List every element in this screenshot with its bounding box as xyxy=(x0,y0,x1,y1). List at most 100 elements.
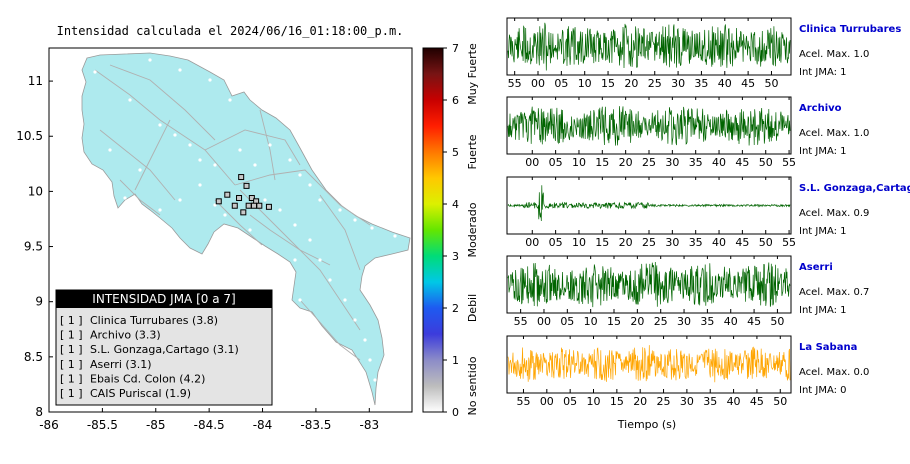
intensity-colorbar: 0 1 2 3 4 5 6 7 No sentido Debil Moderado Fuerte Mu… xyxy=(422,42,479,419)
station-marker xyxy=(245,202,252,209)
station-markers xyxy=(215,174,272,216)
minor-station-dot xyxy=(238,148,242,152)
waveform-tick-label: 15 xyxy=(601,77,615,90)
legend-entry-label: Ebais Cd. Colon (4.2) xyxy=(90,372,205,385)
waveform-tick-label: 40 xyxy=(712,156,726,169)
road xyxy=(134,119,171,191)
station-marker xyxy=(248,195,255,202)
colorbar-tick-label: 7 xyxy=(452,42,459,55)
road xyxy=(299,299,361,361)
station-marker xyxy=(256,202,263,209)
waveform-tick-label: 45 xyxy=(735,156,749,169)
jma-intensity: Int JMA: 0 xyxy=(799,385,847,396)
waveform-trace xyxy=(507,261,791,308)
minor-station-dot xyxy=(353,218,357,222)
colorbar-category-label: Debil xyxy=(466,294,479,322)
x-tick-label: -83.5 xyxy=(300,418,331,432)
waveform-tick-label: 00 xyxy=(525,156,539,169)
waveform-tick-label: 55 xyxy=(514,315,528,328)
waveform-tick-label: 30 xyxy=(671,77,685,90)
waveform-tick-label: 45 xyxy=(735,236,749,249)
minor-station-dot xyxy=(93,70,97,74)
waveform-tick-label: 20 xyxy=(619,236,633,249)
waveform-tick-label: 35 xyxy=(689,156,703,169)
minor-station-dot xyxy=(373,378,377,382)
minor-station-dot xyxy=(148,58,152,62)
station-name: Archivo xyxy=(799,103,842,114)
colorbar-category-label: No sentido xyxy=(466,356,479,415)
minor-station-dot xyxy=(370,226,374,230)
minor-station-dot xyxy=(293,223,297,227)
minor-station-dot xyxy=(173,133,177,137)
y-tick-label: 8 xyxy=(35,405,43,419)
station-marker xyxy=(236,195,243,202)
minor-station-dot xyxy=(123,196,127,200)
road xyxy=(119,179,161,216)
minor-station-dot xyxy=(128,98,132,102)
waveform-trace xyxy=(507,345,791,383)
y-tick-label: 10 xyxy=(28,184,43,198)
station-marker xyxy=(250,202,257,209)
legend-title: INTENSIDAD JMA [0 a 7] xyxy=(92,292,235,306)
waveform-tick-label: 10 xyxy=(572,236,586,249)
waveform-tick-label: 20 xyxy=(630,315,644,328)
station-marker xyxy=(231,202,238,209)
waveform-tick-label: 40 xyxy=(724,315,738,328)
station-name: Aserri xyxy=(799,262,833,273)
waveform-tick-label: 15 xyxy=(595,156,609,169)
minor-station-dot xyxy=(338,208,342,212)
costa-rica-landmass xyxy=(81,52,411,406)
waveform-panel: 55 00 05 10 15 20 25 30 35 40 45 50 Clinica Turrubar… xyxy=(506,17,901,90)
minor-station-dot xyxy=(158,208,162,212)
waveform-tick-label: 10 xyxy=(578,77,592,90)
max-acceleration: Acel. Max. 1.0 xyxy=(799,49,869,60)
waveform-trace xyxy=(507,22,791,71)
station-name: Clinica Turrubares xyxy=(799,24,901,35)
minor-station-dot xyxy=(353,318,357,322)
waveform-tick-label: 10 xyxy=(584,315,598,328)
minor-station-dot xyxy=(198,183,202,187)
colorbar-scale xyxy=(422,47,444,413)
waveform-tick-label: 25 xyxy=(654,315,668,328)
minor-station-dot xyxy=(318,258,322,262)
map-y-axis: 8 8.5 9 9.5 10 10.5 11 xyxy=(16,74,53,419)
colorbar-tick-label: 5 xyxy=(452,146,459,159)
waveform-tick-label: 25 xyxy=(642,236,656,249)
map-frame xyxy=(48,47,413,413)
waveform-tick-label: 55 xyxy=(782,236,796,249)
minor-station-dot xyxy=(213,163,217,167)
x-tick-label: -86 xyxy=(39,418,59,432)
waveform-tick-label: 20 xyxy=(624,77,638,90)
colorbar-tick-label: 1 xyxy=(452,354,459,367)
minor-station-dot xyxy=(278,208,282,212)
y-tick-label: 9.5 xyxy=(24,240,43,254)
waveform-tick-label: 30 xyxy=(680,395,694,408)
legend-entry-label: Archivo (3.3) xyxy=(90,329,161,342)
map-x-axis: -86 -85.5 -85 -84.5 -84 -83.5 -83 xyxy=(39,408,379,432)
waveform-tick-label: 10 xyxy=(587,395,601,408)
waveform-tick-label: 10 xyxy=(572,156,586,169)
legend-entry-label: CAIS Puriscal (1.9) xyxy=(90,387,191,400)
station-marker xyxy=(240,209,247,216)
waveform-tick-label: 50 xyxy=(759,156,773,169)
max-acceleration: Acel. Max. 1.0 xyxy=(799,128,869,139)
waveform-panel: 00 05 10 15 20 25 30 35 40 45 50 55 S.L. Gonzaga,Car… xyxy=(506,176,910,249)
waveform-tick-label: 55 xyxy=(508,77,522,90)
road xyxy=(234,169,371,226)
station-name: La Sabana xyxy=(799,342,857,353)
waveform-tick-label: 55 xyxy=(782,156,796,169)
waveform-tick-label: 05 xyxy=(554,77,568,90)
waveform-panel: 00 05 10 15 20 25 30 35 40 45 50 55 Archivo Acel. Max… xyxy=(506,96,869,169)
station-name: S.L. Gonzaga,Cartago xyxy=(799,183,910,194)
road xyxy=(249,214,331,266)
time-axis-label: Tiempo (s) xyxy=(617,418,676,431)
minor-station-dot xyxy=(158,123,162,127)
waveform-tick-label: 25 xyxy=(657,395,671,408)
waveform-panels: 55 00 05 10 15 20 25 30 35 40 45 50 Clinica Turrubar… xyxy=(506,17,910,408)
legend-entry-count: [ 1 ] xyxy=(60,329,83,342)
waveform-tick-label: 05 xyxy=(549,236,563,249)
road xyxy=(259,109,276,181)
waveform-tick-label: 35 xyxy=(700,315,714,328)
waveform-tick-label: 30 xyxy=(677,315,691,328)
station-marker xyxy=(265,203,272,210)
